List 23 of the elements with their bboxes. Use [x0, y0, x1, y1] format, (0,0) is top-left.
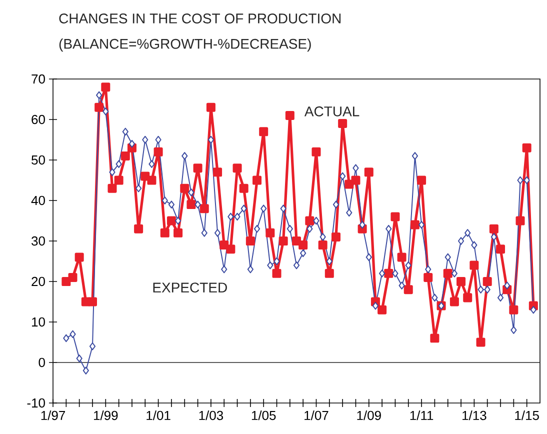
- series-label: ACTUAL: [304, 106, 360, 116]
- x-tick-label: 1/03: [199, 410, 224, 420]
- y-tick-label: 0: [38, 358, 45, 368]
- y-tick-label: 50: [32, 155, 45, 165]
- chart-subtitle: (BALANCE=%GROWTH-%DECREASE): [59, 38, 311, 52]
- y-tick-label: -10: [27, 398, 45, 408]
- x-tick-label: 1/15: [515, 410, 539, 420]
- chart-title: CHANGES IN THE COST OF PRODUCTION: [59, 14, 341, 24]
- y-tick-label: 30: [32, 236, 45, 246]
- x-tick-label: 1/07: [304, 410, 328, 420]
- series-label: EXPECTED: [153, 282, 227, 293]
- y-tick-label: 40: [31, 196, 45, 206]
- y-tick-label: 10: [32, 317, 45, 327]
- x-tick-label: 1/05: [252, 410, 276, 420]
- y-tick-label: 20: [32, 276, 45, 286]
- y-tick-label: 60: [32, 114, 45, 124]
- x-tick-label: 1/97: [41, 410, 65, 420]
- y-tick-label: 70: [32, 74, 45, 84]
- x-tick-label: 1/01: [146, 410, 170, 420]
- x-tick-label: 1/09: [357, 410, 381, 420]
- x-tick-label: 1/13: [462, 410, 486, 420]
- x-tick-label: 1/11: [410, 410, 434, 420]
- x-tick-label: 1/99: [94, 410, 118, 420]
